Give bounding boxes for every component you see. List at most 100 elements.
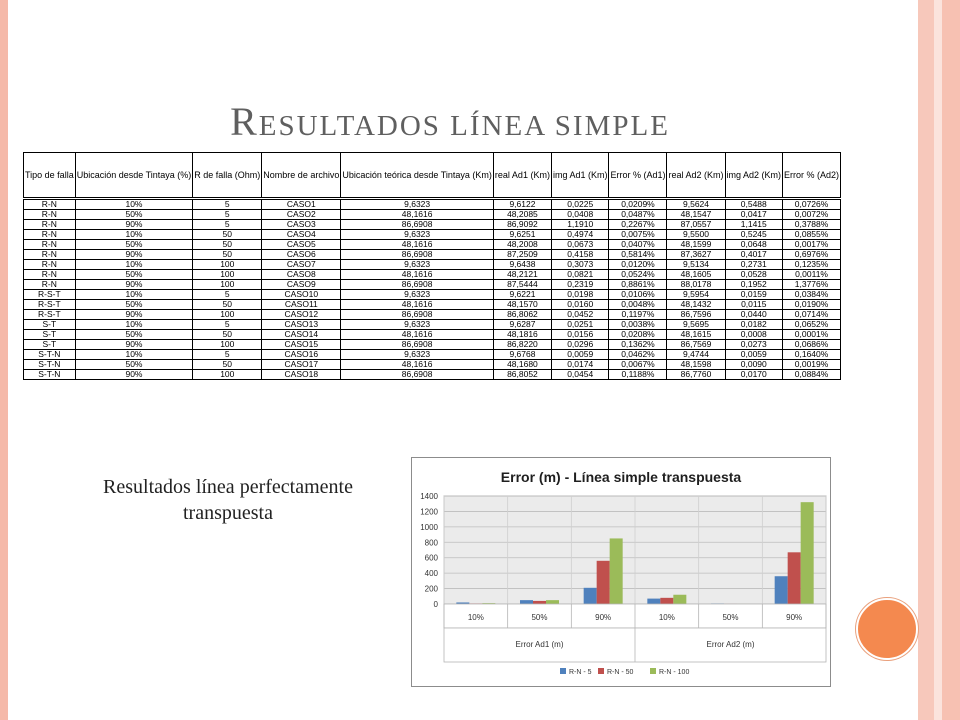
table-cell: 48,2008 — [492, 239, 552, 250]
table-row: S-T-N 10% 5 CASO16 9,6323 9,6768 0,0059 0,0462%… — [23, 349, 842, 360]
table-cell: 100 — [192, 269, 263, 280]
table-cell: 50 — [192, 229, 263, 240]
table-cell: S-T — [23, 339, 76, 350]
table-cell: 0,0407% — [608, 239, 668, 250]
table-cell: CASO3 — [261, 219, 342, 230]
table-cell: 0,0454 — [550, 369, 610, 380]
table-cell: S-T — [23, 329, 76, 340]
table-cell: 87,5444 — [492, 279, 552, 290]
legend-swatch-1 — [560, 668, 566, 674]
table-cell: R-N — [23, 219, 76, 230]
table-cell: 9,6221 — [492, 289, 552, 300]
table-cell: 90% — [74, 279, 194, 290]
table-cell: 1,3776% — [782, 279, 842, 290]
table-cell: 86,7596 — [666, 309, 726, 320]
table-cell: 0,0067% — [608, 359, 668, 370]
table-cell: R-N — [23, 259, 76, 270]
table-row: R-N 10% 50 CASO4 9,6323 9,6251 0,4974 0,0075% 9,… — [23, 229, 842, 240]
table-cell: 0,0160 — [550, 299, 610, 310]
table-cell: 88,0178 — [666, 279, 726, 290]
table-cell: 0,0524% — [608, 269, 668, 280]
table-cell: 0,4974 — [550, 229, 610, 240]
table-cell: R-S-T — [23, 309, 76, 320]
slide-title: Resultados línea simple — [150, 98, 750, 145]
table-cell: 0,0038% — [608, 319, 668, 330]
x-group-label: Error Ad1 (m) — [515, 640, 563, 649]
bar-2-4 — [660, 597, 674, 604]
table-cell: 0,0159 — [724, 289, 784, 300]
table-cell: 0,0190% — [782, 299, 842, 310]
table-cell: 9,6251 — [492, 229, 552, 240]
chart-caption: Resultados línea perfectamente transpues… — [48, 474, 408, 526]
table-cell: 50 — [192, 359, 263, 370]
table-cell: 1,1910 — [550, 219, 610, 230]
table-cell: 90% — [74, 249, 194, 260]
bar-2-3 — [596, 560, 610, 604]
bar-1-6 — [774, 576, 788, 604]
table-cell: CASO18 — [261, 369, 342, 380]
bar-1-4 — [647, 598, 661, 604]
table-cell: 0,1952 — [724, 279, 784, 290]
table-cell: 86,6908 — [340, 369, 494, 380]
table-cell: 9,6323 — [340, 289, 494, 300]
table-cell: 50 — [192, 329, 263, 340]
bar-3-2 — [546, 600, 559, 604]
legend-swatch-3 — [650, 668, 656, 674]
table-cell: R-N — [23, 249, 76, 260]
table-cell: 48,1615 — [666, 329, 726, 340]
table-cell: 9,6287 — [492, 319, 552, 330]
table-cell: 0,8861% — [608, 279, 668, 290]
table-cell: 50% — [74, 239, 194, 250]
error-chart: Error (m) - Línea simple transpuesta 0 200… — [411, 457, 831, 687]
table-cell: CASO1 — [261, 198, 342, 210]
y-tick-label: 1200 — [420, 507, 438, 516]
table-cell: 5 — [192, 319, 263, 330]
table-cell: 100 — [192, 309, 263, 320]
legend-label-1: R-N - 5 — [569, 669, 592, 676]
bar-1-1 — [456, 602, 470, 604]
legend-label-2: R-N - 50 — [607, 669, 634, 676]
table-cell: 90% — [74, 369, 194, 380]
caption-line-1: Resultados línea perfectamente — [103, 476, 353, 498]
table-cell: CASO17 — [261, 359, 342, 370]
table-cell: 0,0075% — [608, 229, 668, 240]
table-cell: 86,8062 — [492, 309, 552, 320]
table-cell: 0,2319 — [550, 279, 610, 290]
table-cell: 48,1616 — [340, 329, 494, 340]
table-cell: 9,4744 — [666, 349, 726, 360]
table-row: R-N 50% 50 CASO5 48,1616 48,2008 0,0673 0,0407%… — [23, 239, 842, 250]
table-cell: 48,1599 — [666, 239, 726, 250]
table-cell: 0,0182 — [724, 319, 784, 330]
table-cell: 86,8052 — [492, 369, 552, 380]
table-cell: 9,6323 — [340, 229, 494, 240]
table-cell: 0,0487% — [608, 209, 668, 220]
slide-title-initial: R — [230, 99, 259, 144]
table-row: S-T-N 50% 50 CASO17 48,1616 48,1680 0,0174 0,00… — [23, 359, 842, 370]
table-cell: R-N — [23, 229, 76, 240]
table-cell: 0,0440 — [724, 309, 784, 320]
table-cell: 0,0209% — [608, 198, 668, 210]
right-frame-stripe-outer — [942, 0, 960, 720]
table-cell: CASO14 — [261, 329, 342, 340]
table-cell: 0,0059 — [550, 349, 610, 360]
table-cell: 0,0417 — [724, 209, 784, 220]
table-cell: 1,1415 — [724, 219, 784, 230]
table-cell: R-N — [23, 209, 76, 220]
table-cell: 0,0019% — [782, 359, 842, 370]
table-cell: 86,6908 — [340, 219, 494, 230]
table-cell: CASO15 — [261, 339, 342, 350]
bar-1-2 — [520, 600, 533, 604]
table-cell: 9,5695 — [666, 319, 726, 330]
x-group-label: Error Ad2 (m) — [706, 640, 754, 649]
table-cell: 0,0855% — [782, 229, 842, 240]
table-cell: CASO9 — [261, 279, 342, 290]
table-cell: 0,0714% — [782, 309, 842, 320]
table-cell: 0,0115 — [724, 299, 784, 310]
table-cell: 48,2121 — [492, 269, 552, 280]
table-row: R-N 90% 50 CASO6 86,6908 87,2509 0,4158 0,5814%… — [23, 249, 842, 260]
x-tick-label: 90% — [595, 613, 611, 622]
table-cell: 86,6908 — [340, 249, 494, 260]
table-cell: 0,4158 — [550, 249, 610, 260]
header-ubicacion-teorica: Ubicación teórica desde Tintaya (Km) — [340, 152, 494, 200]
table-cell: 10% — [74, 319, 194, 330]
